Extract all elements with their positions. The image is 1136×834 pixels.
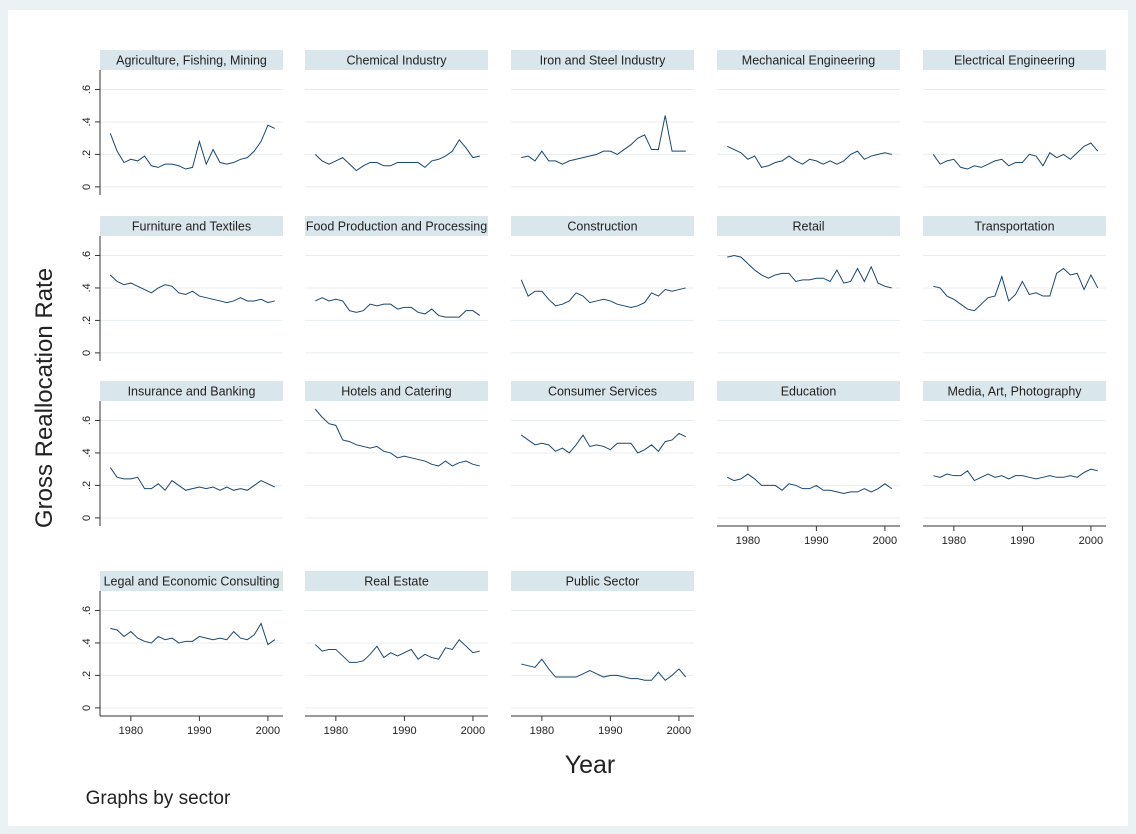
y-tick-label: .6 [81,85,93,94]
panel-title-bar [511,50,694,70]
series-line [109,467,275,492]
y-tick-label: .4 [81,448,93,457]
y-tick-label: 0 [81,184,93,190]
panel-title: Chemical Industry [346,54,447,68]
y-tick-label: .6 [81,251,93,260]
x-tick-label: 2000 [667,725,691,737]
panel-title: Media, Art, Photography [947,385,1082,399]
panel-title-bar [511,571,694,591]
series-line [314,138,480,172]
panel-title: Consumer Services [548,385,657,399]
x-tick-label: 2000 [873,535,897,547]
x-axis-title: Year [565,751,616,779]
panel-title: Real Estate [364,575,429,589]
series-line [727,145,892,168]
panel-title-bar [923,381,1106,401]
panel-title-bar [305,216,488,236]
x-tick-label: 1980 [530,725,554,737]
x-tick-label: 1990 [598,725,622,737]
series-line [933,267,1099,312]
y-tick-label: .6 [81,606,93,615]
series-line [109,124,275,170]
series-line [521,115,686,165]
x-tick-label: 1990 [187,725,211,737]
panel-title: Construction [567,220,637,234]
panel-title-bar [305,381,488,401]
x-tick-label: 1990 [1010,535,1034,547]
series-line [315,297,481,318]
y-axis-title: Gross Reallocation Rate [31,268,58,528]
plot-region [8,10,1128,826]
x-tick-label: 1990 [392,725,416,737]
x-tick-label: 1980 [736,535,760,547]
panel-title: Electrical Engineering [954,54,1075,68]
panel-title-bar [923,50,1106,70]
panel-title: Hotels and Catering [341,385,452,399]
panel-title: Retail [793,220,825,234]
y-tick-label: .6 [81,416,93,425]
series-line [314,638,480,663]
panel-title-bar [717,50,900,70]
panel-title-bar [923,216,1106,236]
series-line [520,279,686,308]
y-tick-label: .2 [81,316,93,325]
panel-title: Education [781,385,837,399]
series-line [314,408,480,467]
y-tick-label: 0 [81,515,93,521]
x-tick-label: 2000 [256,725,280,737]
panel-title: Mechanical Engineering [742,54,875,68]
panel-title-bar [100,216,283,236]
series-line [727,473,893,495]
y-tick-label: .2 [81,150,93,159]
panel-title: Iron and Steel Industry [540,54,667,68]
panel-title-bar [100,381,283,401]
panel-title-bar [511,381,694,401]
panel-title-bar [717,381,900,401]
panel-title-bar [717,216,900,236]
panel-title-bar [305,571,488,591]
panel-title: Public Sector [566,575,640,589]
x-tick-label: 2000 [1079,535,1103,547]
panel-title: Transportation [974,220,1054,234]
panel-title: Agriculture, Fishing, Mining [116,54,267,68]
note: Graphs by sector [86,788,231,809]
x-tick-label: 1980 [119,725,143,737]
y-tick-label: 0 [81,705,93,711]
x-tick-label: 1980 [324,725,348,737]
y-tick-label: .2 [81,671,93,680]
series-line [109,274,275,304]
series-line [520,432,686,454]
x-tick-label: 1980 [942,535,966,547]
series-line [521,658,687,681]
y-tick-label: .2 [81,481,93,490]
series-line [932,142,1099,170]
series-line [933,468,1098,482]
panel-title-bar [305,50,488,70]
panel-title-bar [511,216,694,236]
panel-title: Food Production and Processing [306,220,487,234]
y-tick-label: .4 [81,283,93,292]
y-tick-label: .4 [81,638,93,647]
panel-title: Legal and Economic Consulting [104,575,280,589]
series-line [110,622,276,646]
panel-title-bar [100,571,283,591]
y-tick-label: 0 [81,350,93,356]
y-tick-label: .4 [81,117,93,126]
panel-title-bar [100,50,283,70]
x-tick-label: 2000 [461,725,485,737]
x-tick-label: 1990 [804,535,828,547]
panel-title: Furniture and Textiles [132,220,251,234]
panel-title: Insurance and Banking [128,385,256,399]
series-line [727,254,892,289]
